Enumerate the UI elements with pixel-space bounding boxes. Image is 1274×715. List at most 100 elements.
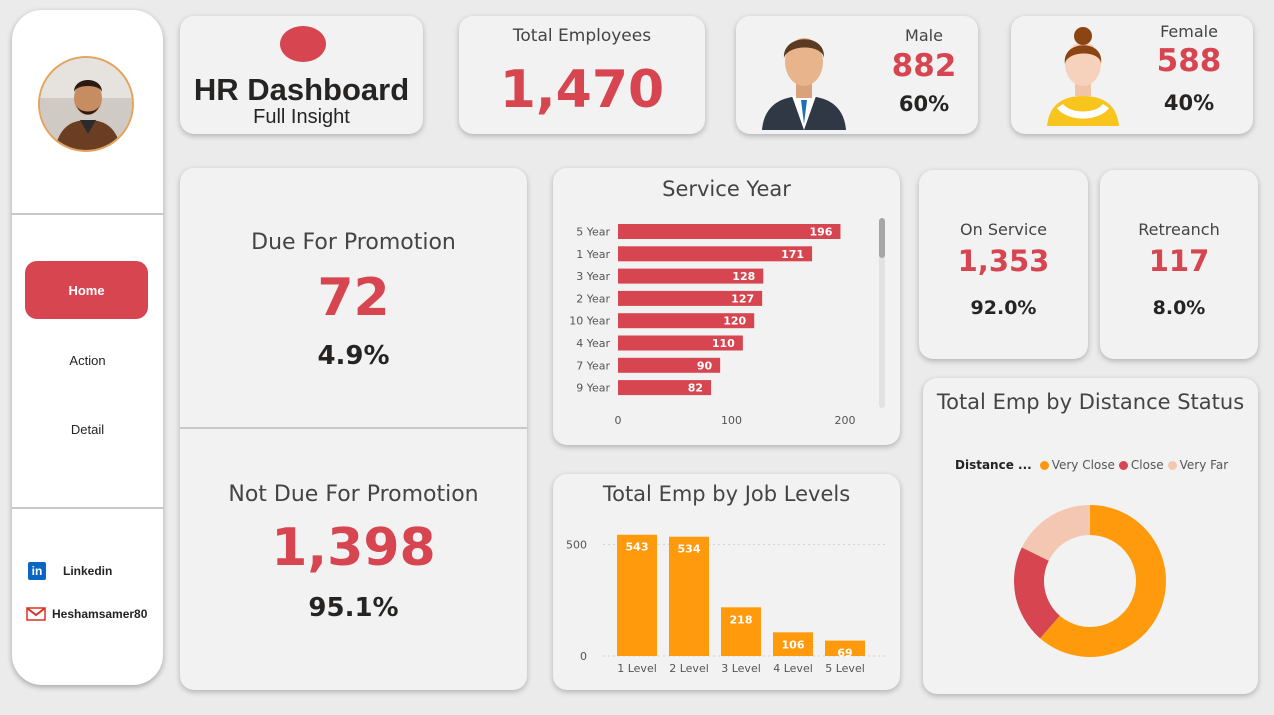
linkedin-label: Linkedin [63,564,113,578]
male-pct: 60% [898,92,950,116]
data-label: 127 [731,292,754,305]
nav-action-button[interactable]: Action [69,353,106,368]
retreanch-pct: 8.0% [1152,297,1206,319]
female-card: Female 588 40% [1011,16,1253,134]
x-tick-label: 4 Level [773,662,813,675]
on-service-value: 1,353 [957,244,1050,278]
promotion-divider [180,427,527,429]
donut-slice [1014,547,1060,639]
total-employees-value: 1,470 [499,60,665,120]
bar [618,335,743,351]
y-tick-label: 5 Year [576,226,610,239]
data-label: 82 [688,382,703,395]
scrollbar-track [879,218,885,408]
bar [669,536,709,656]
bar [618,224,841,239]
total-employees-card: Total Employees 1,470 [459,16,705,134]
due-promotion-value: 72 [317,268,390,328]
x-tick-label: 200 [835,414,856,427]
job-level-card: Total Emp by Job Levels 0 500 543 1 Level 53… [553,474,900,690]
distance-donut-chart [1014,505,1166,657]
avatar [38,56,134,152]
y-tick-label: 10 Year [569,315,610,328]
bar [721,607,761,656]
not-due-promotion-label: Not Due For Promotion [228,482,479,507]
legend-label: Close [1130,458,1164,472]
job-level-chart: 0 500 543 1 Level 534 2 Level 218 3 Level 106 4 L… [566,534,885,675]
male-value: 882 [891,48,957,84]
bar [618,380,712,396]
female-label: Female [1160,22,1218,41]
sidebar: Home Action Detail in Linkedin Heshamsam… [12,10,163,685]
x-tick-label: 5 Level [825,662,865,675]
service-year-chart: 5 Year 196 1 Year 171 3 Year 128 2 Year 127 10 Y… [569,218,885,427]
legend-label: Very Far [1179,458,1229,472]
bar [825,640,865,656]
y-tick-label: 4 Year [576,337,610,350]
bar [618,246,813,262]
linkedin-icon: in [28,562,46,580]
data-label: 128 [732,270,755,283]
not-due-promotion-value: 1,398 [271,518,436,578]
gmail-link[interactable]: Heshamsamer80 [26,604,147,624]
bar [618,268,764,284]
legend-item[interactable]: Very Far [1167,458,1229,472]
nav-detail-button[interactable]: Detail [70,422,105,437]
distance-card: Total Emp by Distance Status Distance ..… [923,378,1258,694]
on-service-pct: 92.0% [970,297,1037,319]
scrollbar-thumb [879,218,885,258]
legend-label: Very Close [1051,458,1115,472]
x-tick-label: 0 [615,414,622,427]
x-tick-label: 2 Level [669,662,709,675]
male-label: Male [905,26,943,45]
linkedin-link[interactable]: in Linkedin [28,562,112,580]
gmail-icon [26,604,46,624]
y-tick-label: 2 Year [576,292,610,305]
retreanch-value: 117 [1148,244,1210,278]
service-year-card: Service Year 5 Year 196 1 Year 171 3 Year 128… [553,168,900,445]
nav-home-button[interactable]: Home [25,261,148,319]
x-tick-label: 1 Level [617,662,657,675]
data-label: 196 [809,226,832,239]
data-label: 106 [782,638,805,651]
female-pct: 40% [1163,91,1215,115]
total-employees-label: Total Employees [512,26,652,46]
donut-slice [1021,505,1090,561]
sidebar-divider [12,507,163,509]
bar [618,290,763,306]
data-label: 120 [723,315,746,328]
female-value: 588 [1156,43,1222,79]
not-due-promotion-pct: 95.1% [308,593,399,623]
y-tick-label: 500 [566,538,587,551]
promotion-card: Due For Promotion 72 4.9% Not Due For Pr… [180,168,527,690]
person-photo-icon [40,58,132,150]
on-service-label: On Service [960,220,1047,239]
retreanch-label: Retreanch [1138,220,1220,239]
y-tick-label: 3 Year [576,270,610,283]
male-card: Male 882 60% [736,16,978,134]
data-label: 69 [837,647,852,660]
bar [618,313,755,329]
on-service-card: On Service 1,353 92.0% [919,170,1088,359]
data-label: 110 [712,337,735,350]
bar [773,632,813,656]
page-subtitle: Full Insight [253,106,350,128]
legend-item[interactable]: Close [1118,458,1164,472]
data-label: 534 [678,543,701,556]
bar [618,357,721,373]
gmail-label: Heshamsamer80 [52,607,148,621]
female-avatar-icon [1047,27,1119,126]
y-tick-label: 7 Year [576,359,610,372]
sidebar-divider [12,213,163,215]
retreanch-card: Retreanch 117 8.0% [1100,170,1258,359]
data-label: 543 [626,541,649,554]
x-tick-label: 3 Level [721,662,761,675]
job-level-title: Total Emp by Job Levels [602,482,851,506]
legend-item[interactable]: Very Close [1039,458,1115,472]
y-tick-label: 0 [580,650,587,663]
data-label: 171 [781,248,804,261]
title-card: HR Dashboard Full Insight [180,16,423,134]
legend-title: Distance ... [955,458,1032,472]
y-tick-label: 9 Year [576,382,610,395]
due-promotion-label: Due For Promotion [251,230,456,255]
